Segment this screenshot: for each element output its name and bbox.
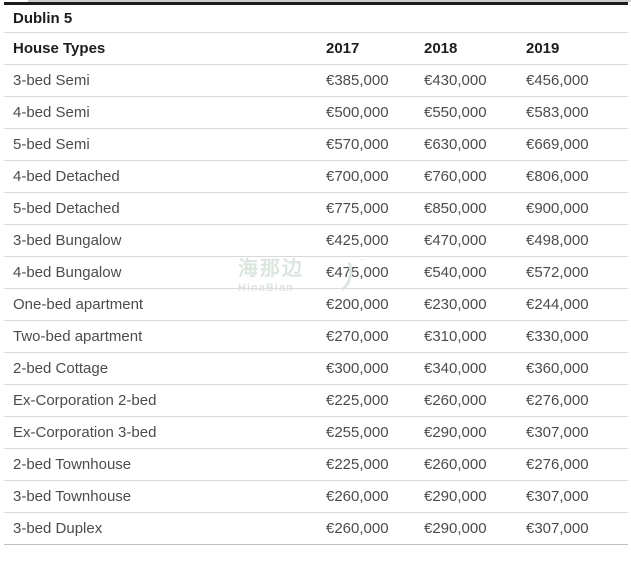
price-2017-cell: €570,000 <box>326 136 389 153</box>
price-2019-cell: €330,000 <box>526 328 589 345</box>
table-row: 2-bed Townhouse €225,000 €260,000 €276,000 <box>4 449 628 481</box>
price-2019-cell: €583,000 <box>526 104 589 121</box>
table-row: 4-bed Semi €500,000 €550,000 €583,000 <box>4 97 628 129</box>
price-2017-cell: €260,000 <box>326 520 389 537</box>
price-2017-cell: €255,000 <box>326 424 389 441</box>
house-type-cell: 4-bed Bungalow <box>13 264 122 281</box>
page-title: Dublin 5 <box>13 10 73 27</box>
table-row: 3-bed Duplex €260,000 €290,000 €307,000 <box>4 513 628 545</box>
price-2017-cell: €700,000 <box>326 168 389 185</box>
price-2018-cell: €470,000 <box>424 232 487 249</box>
price-2019-cell: €307,000 <box>526 424 589 441</box>
price-2018-cell: €550,000 <box>424 104 487 121</box>
table-row: 2-bed Cottage €300,000 €340,000 €360,000 <box>4 353 628 385</box>
price-2019-cell: €244,000 <box>526 296 589 313</box>
house-type-cell: 3-bed Duplex <box>13 520 103 537</box>
price-2019-cell: €276,000 <box>526 392 589 409</box>
price-2019-cell: €806,000 <box>526 168 589 185</box>
house-type-cell: 2-bed Townhouse <box>13 456 132 473</box>
price-2018-cell: €540,000 <box>424 264 487 281</box>
house-type-cell: Ex-Corporation 2-bed <box>13 392 157 409</box>
price-2019-cell: €456,000 <box>526 72 589 89</box>
price-2017-cell: €225,000 <box>326 392 389 409</box>
price-2017-cell: €300,000 <box>326 360 389 377</box>
column-header-2017: 2017 <box>326 40 360 57</box>
price-2017-cell: €200,000 <box>326 296 389 313</box>
column-header-2019: 2019 <box>526 40 560 57</box>
table-caption: Dublin 5 <box>4 5 628 33</box>
table-row: 4-bed Bungalow €475,000 €540,000 €572,000 <box>4 257 628 289</box>
house-type-cell: 3-bed Semi <box>13 72 90 89</box>
column-header-house-types: House Types <box>13 40 106 57</box>
table-row: 5-bed Detached €775,000 €850,000 €900,000 <box>4 193 628 225</box>
house-type-cell: 4-bed Semi <box>13 104 90 121</box>
table-row: 5-bed Semi €570,000 €630,000 €669,000 <box>4 129 628 161</box>
price-2019-cell: €572,000 <box>526 264 589 281</box>
price-2018-cell: €230,000 <box>424 296 487 313</box>
table-row: Ex-Corporation 2-bed €225,000 €260,000 €276… <box>4 385 628 417</box>
price-2017-cell: €425,000 <box>326 232 389 249</box>
column-header-2018: 2018 <box>424 40 458 57</box>
house-type-cell: Two-bed apartment <box>13 328 143 345</box>
price-2018-cell: €850,000 <box>424 200 487 217</box>
price-2017-cell: €225,000 <box>326 456 389 473</box>
table-row: Two-bed apartment €270,000 €310,000 €330,00… <box>4 321 628 353</box>
page-top-edge-line <box>28 0 631 2</box>
price-2018-cell: €260,000 <box>424 456 487 473</box>
house-type-cell: 4-bed Detached <box>13 168 120 185</box>
price-2018-cell: €290,000 <box>424 488 487 505</box>
table-row: 4-bed Detached €700,000 €760,000 €806,000 <box>4 161 628 193</box>
price-2018-cell: €290,000 <box>424 424 487 441</box>
price-2019-cell: €900,000 <box>526 200 589 217</box>
price-2017-cell: €500,000 <box>326 104 389 121</box>
table-row: 3-bed Townhouse €260,000 €290,000 €307,000 <box>4 481 628 513</box>
price-2018-cell: €290,000 <box>424 520 487 537</box>
price-2018-cell: €260,000 <box>424 392 487 409</box>
house-type-cell: 5-bed Detached <box>13 200 120 217</box>
price-2019-cell: €307,000 <box>526 488 589 505</box>
house-type-cell: 3-bed Townhouse <box>13 488 132 505</box>
price-2017-cell: €385,000 <box>326 72 389 89</box>
price-2018-cell: €630,000 <box>424 136 487 153</box>
table-body: 3-bed Semi €385,000 €430,000 €456,000 4-bed … <box>4 65 628 545</box>
price-2019-cell: €276,000 <box>526 456 589 473</box>
price-2018-cell: €340,000 <box>424 360 487 377</box>
price-2019-cell: €669,000 <box>526 136 589 153</box>
price-2018-cell: €760,000 <box>424 168 487 185</box>
house-type-cell: 2-bed Cottage <box>13 360 109 377</box>
price-2017-cell: €270,000 <box>326 328 389 345</box>
house-type-cell: One-bed apartment <box>13 296 144 313</box>
price-2018-cell: €310,000 <box>424 328 487 345</box>
price-2019-cell: €307,000 <box>526 520 589 537</box>
price-2017-cell: €475,000 <box>326 264 389 281</box>
price-2017-cell: €260,000 <box>326 488 389 505</box>
price-2019-cell: €498,000 <box>526 232 589 249</box>
price-2018-cell: €430,000 <box>424 72 487 89</box>
table-row: One-bed apartment €200,000 €230,000 €244,00… <box>4 289 628 321</box>
table-header-row: House Types 2017 2018 2019 <box>4 33 628 65</box>
table-row: 3-bed Bungalow €425,000 €470,000 €498,000 <box>4 225 628 257</box>
table-row: 3-bed Semi €385,000 €430,000 €456,000 <box>4 65 628 97</box>
house-prices-table: Dublin 5 House Types 2017 2018 2019 3-be… <box>4 2 628 545</box>
house-type-cell: 5-bed Semi <box>13 136 90 153</box>
price-2019-cell: €360,000 <box>526 360 589 377</box>
price-2017-cell: €775,000 <box>326 200 389 217</box>
table-row: Ex-Corporation 3-bed €255,000 €290,000 €307… <box>4 417 628 449</box>
house-type-cell: 3-bed Bungalow <box>13 232 122 249</box>
house-type-cell: Ex-Corporation 3-bed <box>13 424 157 441</box>
